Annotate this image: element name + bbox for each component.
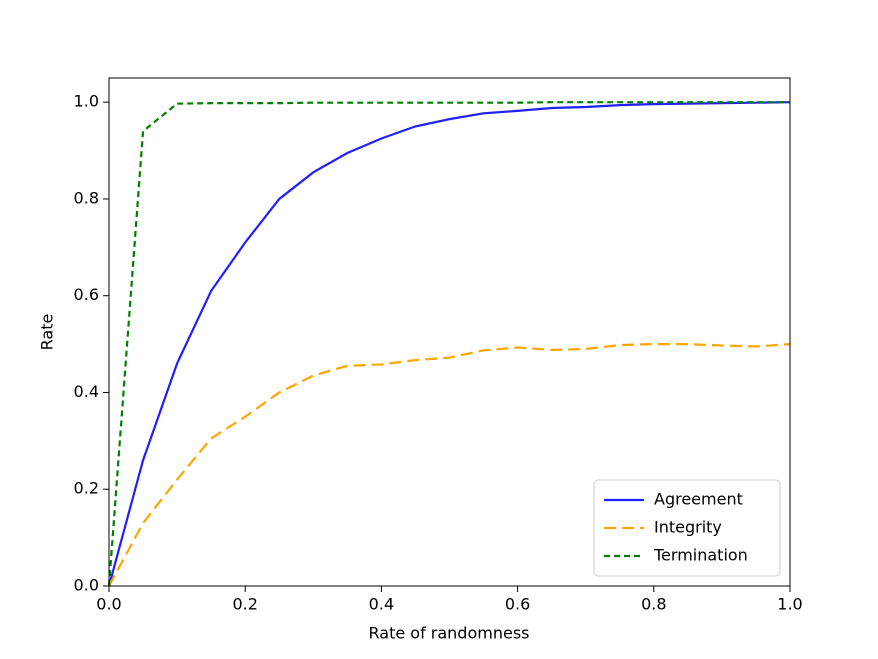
x-tick-label: 0.2 (232, 595, 257, 614)
x-tick-label: 0.8 (641, 595, 666, 614)
y-tick-label: 0.0 (74, 576, 99, 595)
legend-label: Termination (653, 546, 748, 565)
legend-label: Integrity (654, 518, 722, 537)
x-tick-label: 0.4 (369, 595, 394, 614)
series-line (107, 101, 791, 587)
series-line (107, 101, 790, 587)
y-tick-label: 0.2 (74, 479, 99, 498)
legend-box (593, 479, 781, 577)
x-tick-label: 0.0 (96, 595, 121, 614)
plot-frame (108, 77, 791, 587)
legend-label: Agreement (654, 490, 743, 509)
series-line (108, 342, 791, 587)
y-tick-label: 0.4 (74, 382, 99, 401)
y-tick-label: 0.6 (74, 285, 99, 304)
x-tick-label: 1.0 (777, 595, 802, 614)
y-tick-label: 0.8 (74, 188, 99, 207)
y-tick-label: 1.0 (74, 92, 99, 111)
x-tick-label: 0.6 (505, 595, 530, 614)
x-axis-label: Rate of randomness (369, 624, 530, 643)
y-axis-label: Rate (38, 314, 57, 351)
